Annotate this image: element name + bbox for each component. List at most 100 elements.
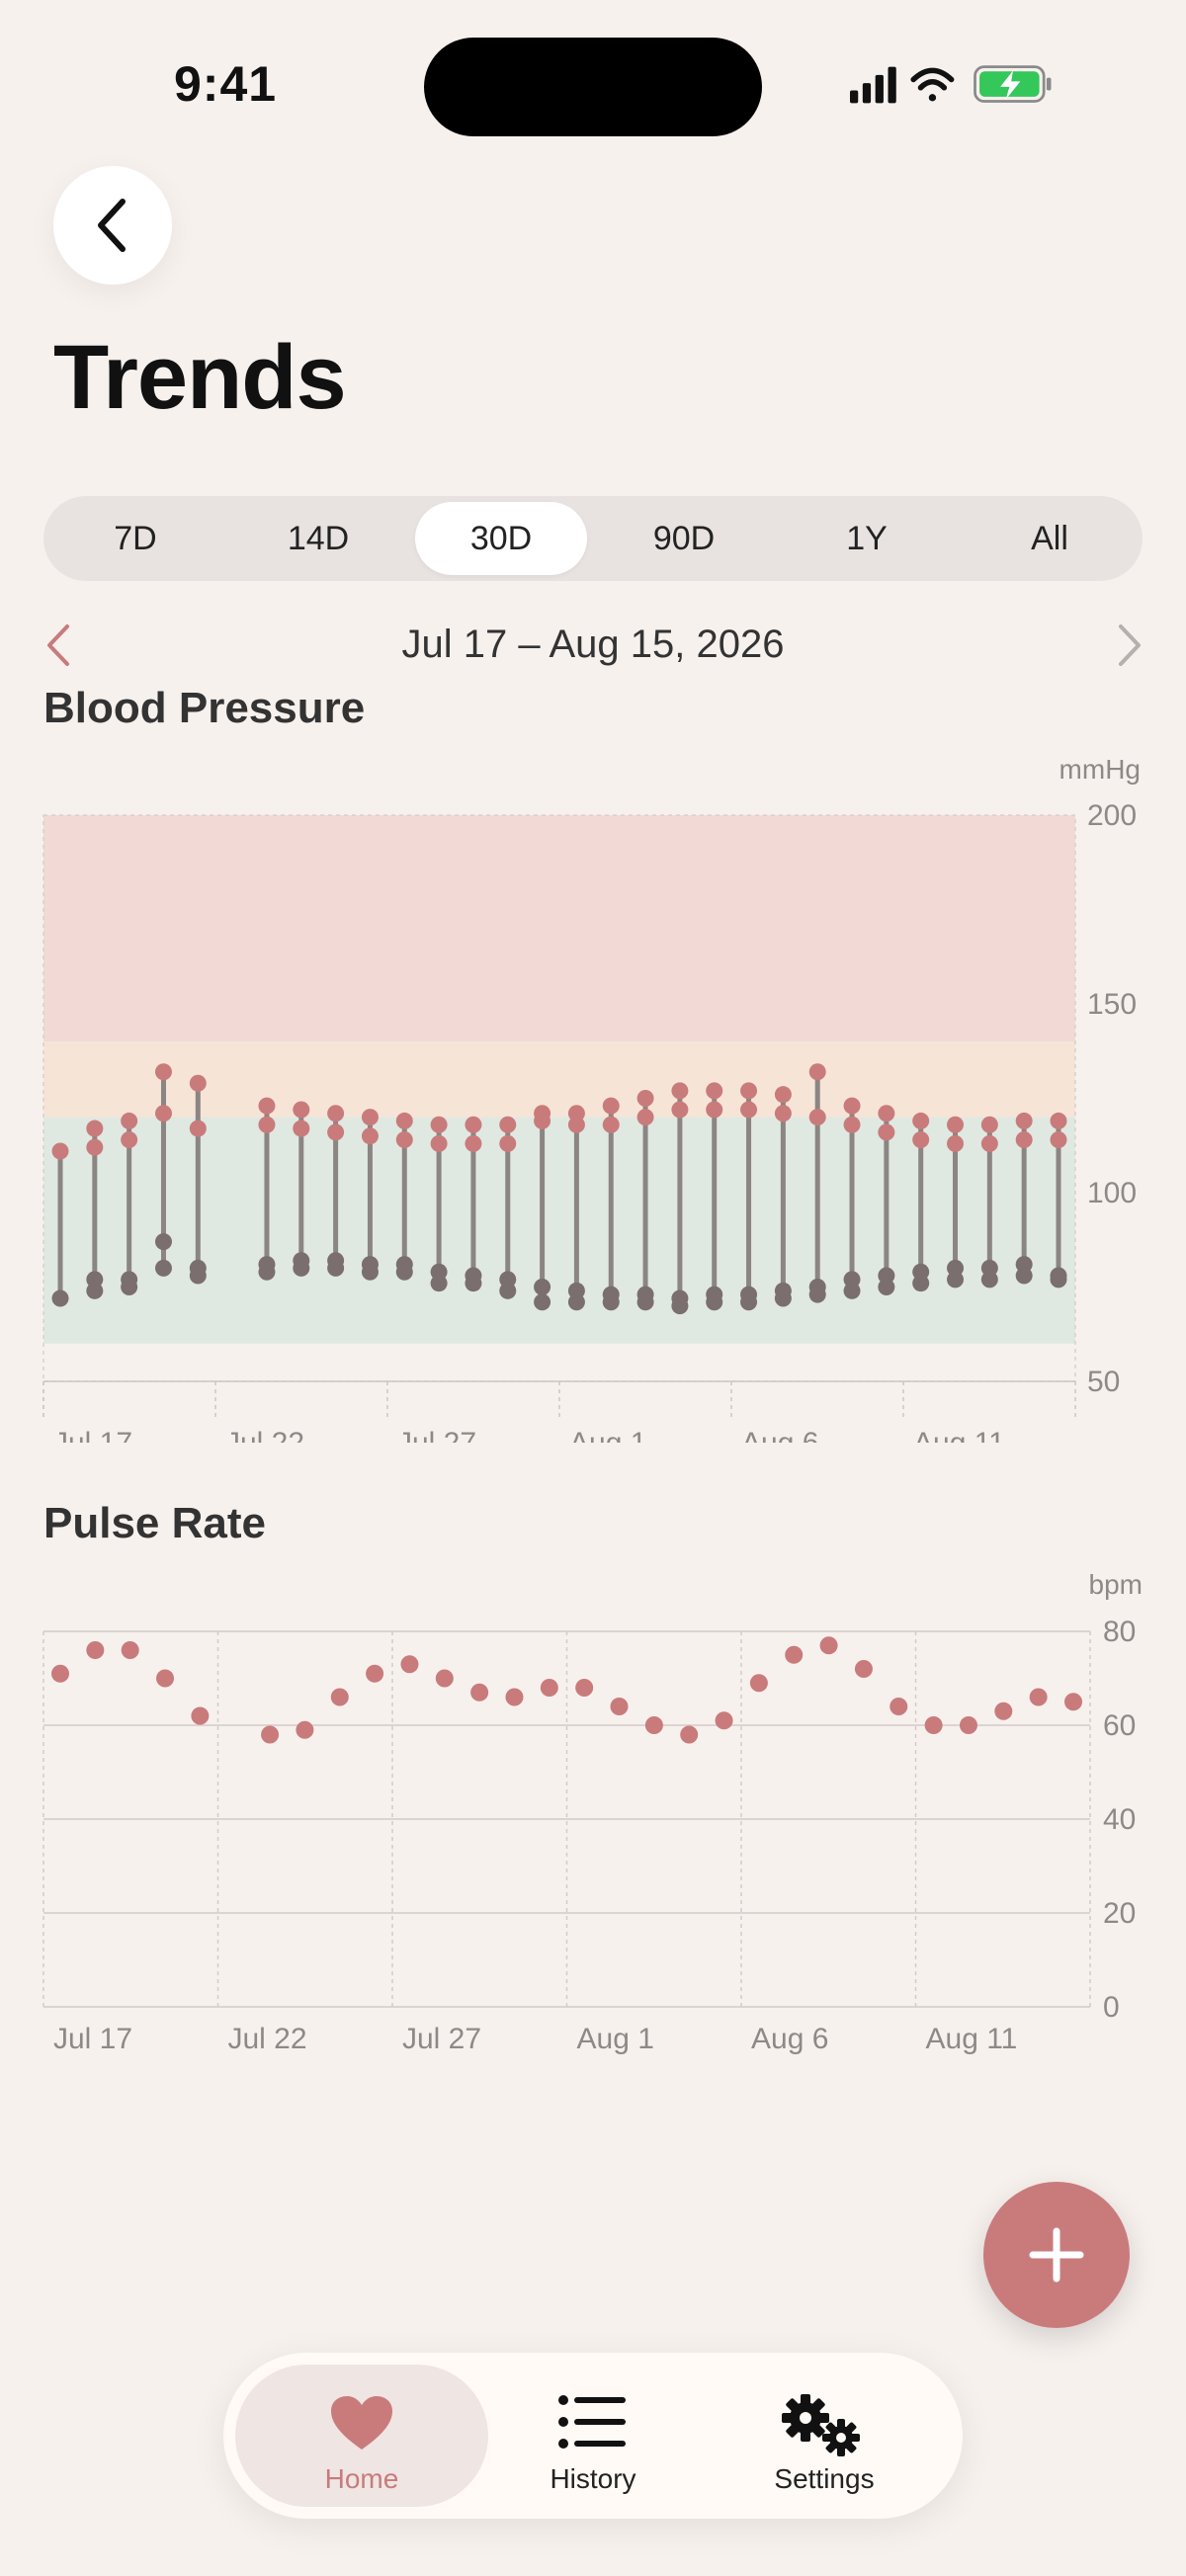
bp-diastolic-point xyxy=(293,1259,310,1277)
pulse-point xyxy=(1029,1688,1048,1706)
bp-systolic-point xyxy=(121,1112,138,1129)
bp-y-tick-label: 100 xyxy=(1087,1177,1137,1209)
tab-home-label: Home xyxy=(324,2463,399,2494)
pulse-point xyxy=(1064,1693,1082,1711)
bp-diastolic-point xyxy=(499,1282,517,1299)
bp-systolic-point xyxy=(706,1082,723,1100)
date-range-label: Jul 17 – Aug 15, 2026 xyxy=(401,623,785,666)
bp-systolic-point xyxy=(327,1105,345,1122)
bp-systolic-point xyxy=(154,1105,172,1122)
pulse-point xyxy=(749,1674,768,1693)
chevron-left-icon[interactable] xyxy=(40,621,79,670)
bp-systolic-point xyxy=(1050,1131,1067,1149)
pulse-point xyxy=(890,1698,908,1715)
bp-systolic-point xyxy=(86,1138,104,1156)
bp-systolic-point xyxy=(808,1063,826,1081)
pulse-x-tick-label: Aug 11 xyxy=(926,2023,1018,2055)
bp-x-tick-label: Jul 27 xyxy=(397,1427,476,1443)
bp-diastolic-point xyxy=(774,1289,792,1307)
bp-zone-elevated xyxy=(43,1041,1075,1118)
plus-icon xyxy=(1029,2227,1084,2283)
pulse-x-tick-label: Aug 6 xyxy=(751,2023,828,2055)
bp-systolic-point xyxy=(534,1112,551,1129)
bp-x-tick-label: Aug 11 xyxy=(913,1427,1005,1443)
bp-systolic-point xyxy=(774,1086,792,1104)
bp-diastolic-point xyxy=(86,1282,104,1299)
tab-history[interactable]: History xyxy=(466,2365,720,2507)
status-icons xyxy=(850,65,1052,104)
bp-diastolic-point xyxy=(671,1297,689,1315)
bp-diastolic-point xyxy=(912,1275,930,1292)
bp-x-tick-label: Jul 22 xyxy=(225,1427,304,1443)
bp-diastolic-point xyxy=(1015,1267,1033,1285)
dynamic-island xyxy=(424,38,762,136)
bp-systolic-point xyxy=(602,1097,620,1115)
pulse-point xyxy=(261,1725,280,1744)
bp-systolic-point xyxy=(636,1090,654,1107)
bp-systolic-point xyxy=(293,1120,310,1137)
bp-systolic-point xyxy=(293,1101,310,1119)
bp-systolic-point xyxy=(51,1142,69,1160)
bp-diastolic-point xyxy=(636,1293,654,1311)
pulse-y-tick-label: 40 xyxy=(1103,1803,1136,1836)
bp-diastolic-point xyxy=(843,1282,861,1299)
bp-systolic-point xyxy=(671,1082,689,1100)
pulse-point xyxy=(191,1706,210,1725)
pulse-rate-chart: bpm 80 60 40 20 0 Jul 17 Jul 22 Jul 27 Aug 1 Aug 6… xyxy=(0,1566,1186,2080)
bp-systolic-point xyxy=(86,1120,104,1137)
bp-systolic-point xyxy=(154,1063,172,1081)
tab-settings[interactable]: Settings xyxy=(698,2365,951,2507)
tab-14d[interactable]: 14D xyxy=(287,519,350,557)
bp-diastolic-point xyxy=(534,1293,551,1311)
pulse-point xyxy=(785,1645,804,1664)
pulse-x-tick-label: Jul 27 xyxy=(402,2023,481,2055)
bp-systolic-point xyxy=(740,1082,758,1100)
blood-pressure-plot: Jul 17 Jul 22 Jul 27 Aug 1 Aug 6 Aug 11 mmHg 20… xyxy=(42,754,1141,1443)
bp-diastolic-point xyxy=(808,1286,826,1303)
chevron-right-icon[interactable] xyxy=(1109,621,1148,670)
bp-systolic-point xyxy=(465,1134,482,1152)
bp-diastolic-point xyxy=(602,1293,620,1311)
bp-diastolic-point xyxy=(51,1289,69,1307)
status-bar: 9:41 xyxy=(0,0,1186,168)
tab-30d[interactable]: 30D xyxy=(415,502,587,575)
bp-systolic-point xyxy=(258,1116,276,1133)
tab-history-label: History xyxy=(550,2463,636,2494)
pulse-point xyxy=(400,1655,419,1674)
tab-all[interactable]: All xyxy=(1031,519,1068,557)
pulse-point xyxy=(86,1641,105,1659)
pulse-y-tick-label: 0 xyxy=(1103,1991,1120,2024)
tab-90d[interactable]: 90D xyxy=(652,519,716,557)
bp-systolic-point xyxy=(808,1109,826,1126)
bp-systolic-point xyxy=(1015,1112,1033,1129)
tab-home[interactable]: Home xyxy=(235,2365,488,2507)
gears-icon xyxy=(782,2394,860,2456)
back-button[interactable] xyxy=(53,166,172,285)
bp-diastolic-point xyxy=(534,1279,551,1295)
bp-systolic-point xyxy=(947,1134,965,1152)
heart-icon xyxy=(331,2396,392,2450)
bp-diastolic-point xyxy=(980,1271,998,1288)
tab-1y[interactable]: 1Y xyxy=(846,519,888,557)
bp-diastolic-point xyxy=(327,1259,345,1277)
pulse-point xyxy=(505,1688,524,1706)
tab-bar: Home History xyxy=(223,2353,963,2519)
bp-diastolic-point xyxy=(430,1275,448,1292)
range-selector: 7D 14D 30D 90D 1Y All xyxy=(43,496,1143,581)
bp-systolic-point xyxy=(774,1105,792,1122)
pulse-point xyxy=(435,1669,454,1688)
bp-systolic-point xyxy=(395,1112,413,1129)
tab-7d[interactable]: 7D xyxy=(114,519,157,557)
pulse-point xyxy=(121,1641,139,1659)
bp-systolic-point xyxy=(430,1134,448,1152)
bp-systolic-point xyxy=(465,1116,482,1133)
blood-pressure-title: Blood Pressure xyxy=(43,684,366,732)
bp-systolic-point xyxy=(567,1116,585,1133)
bp-zone-high xyxy=(43,815,1075,1042)
signal-icon xyxy=(850,66,896,104)
pulse-point xyxy=(854,1660,873,1678)
pulse-rate-title: Pulse Rate xyxy=(43,1499,266,1547)
add-reading-button[interactable] xyxy=(983,2182,1130,2328)
bp-diastolic-point xyxy=(1050,1271,1067,1288)
bp-systolic-point xyxy=(878,1105,895,1122)
